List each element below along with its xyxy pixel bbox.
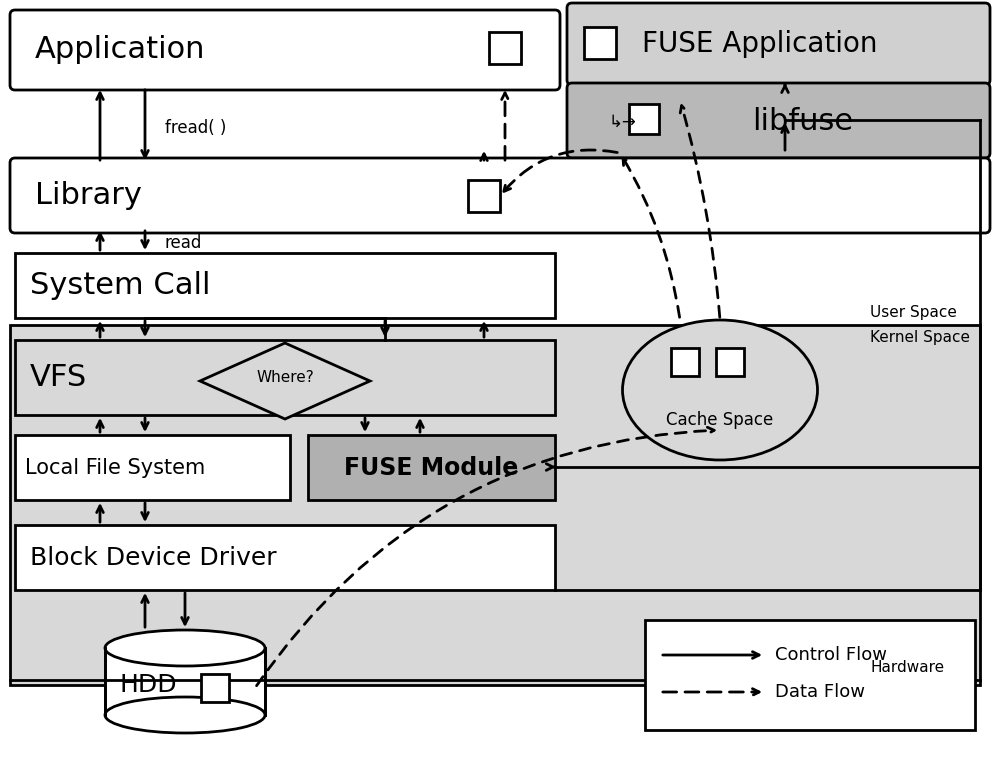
FancyBboxPatch shape — [10, 158, 990, 233]
Text: Cache Space: Cache Space — [666, 411, 774, 429]
Bar — [645, 620, 975, 730]
Bar — [10, 325, 980, 685]
Text: Data Flow: Data Flow — [775, 683, 865, 701]
Bar — [716, 348, 744, 376]
Text: Where?: Where? — [256, 370, 314, 386]
Text: libfuse: libfuse — [752, 106, 853, 136]
Text: VFS: VFS — [30, 364, 87, 392]
Bar — [15, 525, 555, 590]
Polygon shape — [200, 343, 370, 419]
Text: FUSE Module: FUSE Module — [344, 456, 518, 480]
Bar — [15, 340, 555, 415]
Text: Application: Application — [35, 36, 206, 65]
Bar — [15, 253, 555, 318]
Text: Block Device Driver: Block Device Driver — [30, 546, 277, 570]
Bar — [308, 435, 555, 500]
Ellipse shape — [623, 320, 817, 460]
Text: fread( ): fread( ) — [165, 119, 226, 137]
FancyBboxPatch shape — [10, 10, 560, 90]
Text: Hardware: Hardware — [870, 660, 944, 675]
Bar — [629, 104, 659, 134]
Bar — [584, 27, 616, 59]
Ellipse shape — [105, 630, 265, 666]
Text: ↳→: ↳→ — [608, 113, 636, 131]
Text: Control Flow: Control Flow — [775, 646, 887, 664]
Bar — [201, 674, 229, 702]
Text: HDD: HDD — [120, 673, 178, 697]
Ellipse shape — [105, 697, 265, 733]
Bar — [468, 180, 500, 212]
Text: read: read — [165, 234, 203, 252]
FancyBboxPatch shape — [567, 83, 990, 158]
Text: FUSE Application: FUSE Application — [642, 30, 878, 58]
Text: Kernel Space: Kernel Space — [870, 330, 970, 345]
Text: User Space: User Space — [870, 305, 957, 320]
Bar — [15, 435, 290, 500]
Bar — [671, 348, 699, 376]
Bar — [105, 648, 265, 715]
Bar — [489, 32, 521, 64]
Text: Local File System: Local File System — [25, 458, 206, 478]
Text: Library: Library — [35, 181, 142, 210]
Text: System Call: System Call — [30, 272, 211, 301]
FancyBboxPatch shape — [567, 3, 990, 85]
